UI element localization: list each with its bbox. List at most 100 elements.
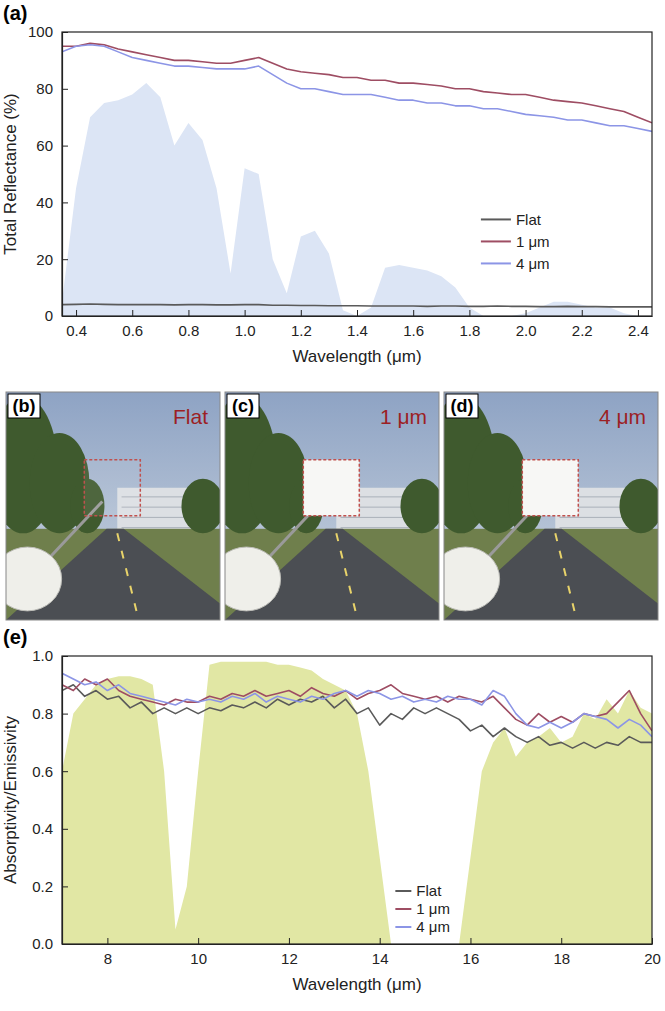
x-tick: 0.6 [122,310,143,339]
x-tick-label: 1.2 [291,322,312,339]
glove [6,547,62,611]
x-tick: 18 [553,938,570,967]
sample [522,460,578,516]
y-tick-label: 0.8 [32,705,53,722]
sample [303,460,359,516]
panel-letter: (b) [13,396,36,416]
photo-panel: (c)1 μm [208,392,461,620]
legend-label: 1 μm [516,233,550,250]
x-tick: 2.2 [572,310,593,339]
y-axis-line [62,657,63,945]
road-marking [555,533,576,620]
y-tick: 0.0 [32,935,68,952]
x-tick: 8 [104,938,112,967]
x-tick-mark [413,310,414,316]
x-tick: 0.8 [178,310,199,339]
y-tick: 60 [36,137,68,154]
series-line [62,45,652,132]
y-tick-mark [62,656,68,657]
legend-item: Flat [481,211,542,228]
legend-swatch [481,218,511,220]
legend-swatch [481,240,511,242]
legend-swatch [481,262,511,264]
tree [400,479,439,534]
y-tick-mark [62,32,68,33]
y-tick-mark [62,944,68,945]
x-tick-mark [188,310,189,316]
y-tick: 40 [36,194,68,211]
photo-border [444,392,658,620]
panel-letter: (e) [3,626,27,648]
plot-marks [62,662,652,944]
x-tick-label: 18 [553,950,570,967]
x-tick-mark [469,310,470,316]
y-tick-mark [62,714,68,715]
x-tick-label: 14 [372,950,389,967]
photo-panel: (d)4 μm [427,392,665,620]
x-tick: 20 [644,938,661,967]
y-tick-mark [62,829,68,830]
x-tick: 0.4 [66,310,87,339]
x-tick-label: 1.4 [347,322,368,339]
y-tick-mark [62,202,68,203]
y-tick: 0.8 [32,705,68,722]
photo-label: Flat [173,405,208,428]
y-axis: 0.00.20.40.60.81.0 [32,647,68,952]
x-tick-mark [561,938,562,944]
y-tick: 0 [45,307,68,324]
x-tick-mark [76,310,77,316]
y-tick-mark [62,771,68,772]
x-tick: 16 [463,938,480,967]
y-tick-label: 0.4 [32,820,53,837]
y-tick-label: 0.6 [32,763,53,780]
figure: 0.40.60.81.01.21.41.61.82.02.22.40204060… [0,0,665,1011]
legend-label: 1 μm [416,900,450,917]
x-tick-mark [301,310,302,316]
x-tick: 1.4 [347,310,368,339]
legend-item: Flat [395,882,442,899]
x-tick-mark [357,310,358,316]
legend-item: 1 μm [395,900,450,917]
series-line [62,43,652,123]
photo-label: 4 μm [599,405,646,428]
x-axis-title: Wavelength (μm) [292,975,421,994]
x-tick: 1.6 [403,310,424,339]
photo-scene [444,392,658,620]
y-tick-mark [62,886,68,887]
x-tick: 1.8 [459,310,480,339]
y-tick-label: 60 [36,137,53,154]
plot-frame [62,656,652,944]
x-tick-mark [132,310,133,316]
legend-label: Flat [516,211,542,228]
photo-scene [225,392,439,620]
y-tick: 0.4 [32,820,68,837]
x-tick: 10 [190,938,207,967]
y-tick-mark [62,259,68,260]
y-tick-label: 0 [45,307,53,324]
series-line [62,673,652,736]
photo-border [225,392,439,620]
spectrum-area [62,83,652,316]
x-tick-label: 2.2 [572,322,593,339]
x-tick-label: 12 [281,950,298,967]
legend-label: 4 μm [416,918,450,935]
y-tick: 0.2 [32,878,68,895]
legend: Flat1 μm4 μm [481,211,550,272]
y-axis-title: Absorptivity/Emissivity [1,715,20,884]
chart-panel: 81012141618200.00.20.40.60.81.0Wavelengt… [1,626,661,994]
x-tick-label: 0.6 [122,322,143,339]
y-axis: 020406080100 [28,23,68,324]
y-tick-label: 20 [36,251,53,268]
legend-swatch [395,908,411,910]
x-tick-label: 1.0 [235,322,256,339]
photo-scene [6,392,220,620]
x-tick-label: 20 [644,950,661,967]
x-axis: 8 10 12 14 16 18 20 [63,938,661,967]
series-line [62,685,652,748]
plot-marks [62,43,652,316]
x-tick-label: 10 [190,950,207,967]
tree [619,479,658,534]
x-tick-label: 8 [104,950,112,967]
x-tick-mark [638,310,639,316]
legend-swatch [395,890,411,892]
